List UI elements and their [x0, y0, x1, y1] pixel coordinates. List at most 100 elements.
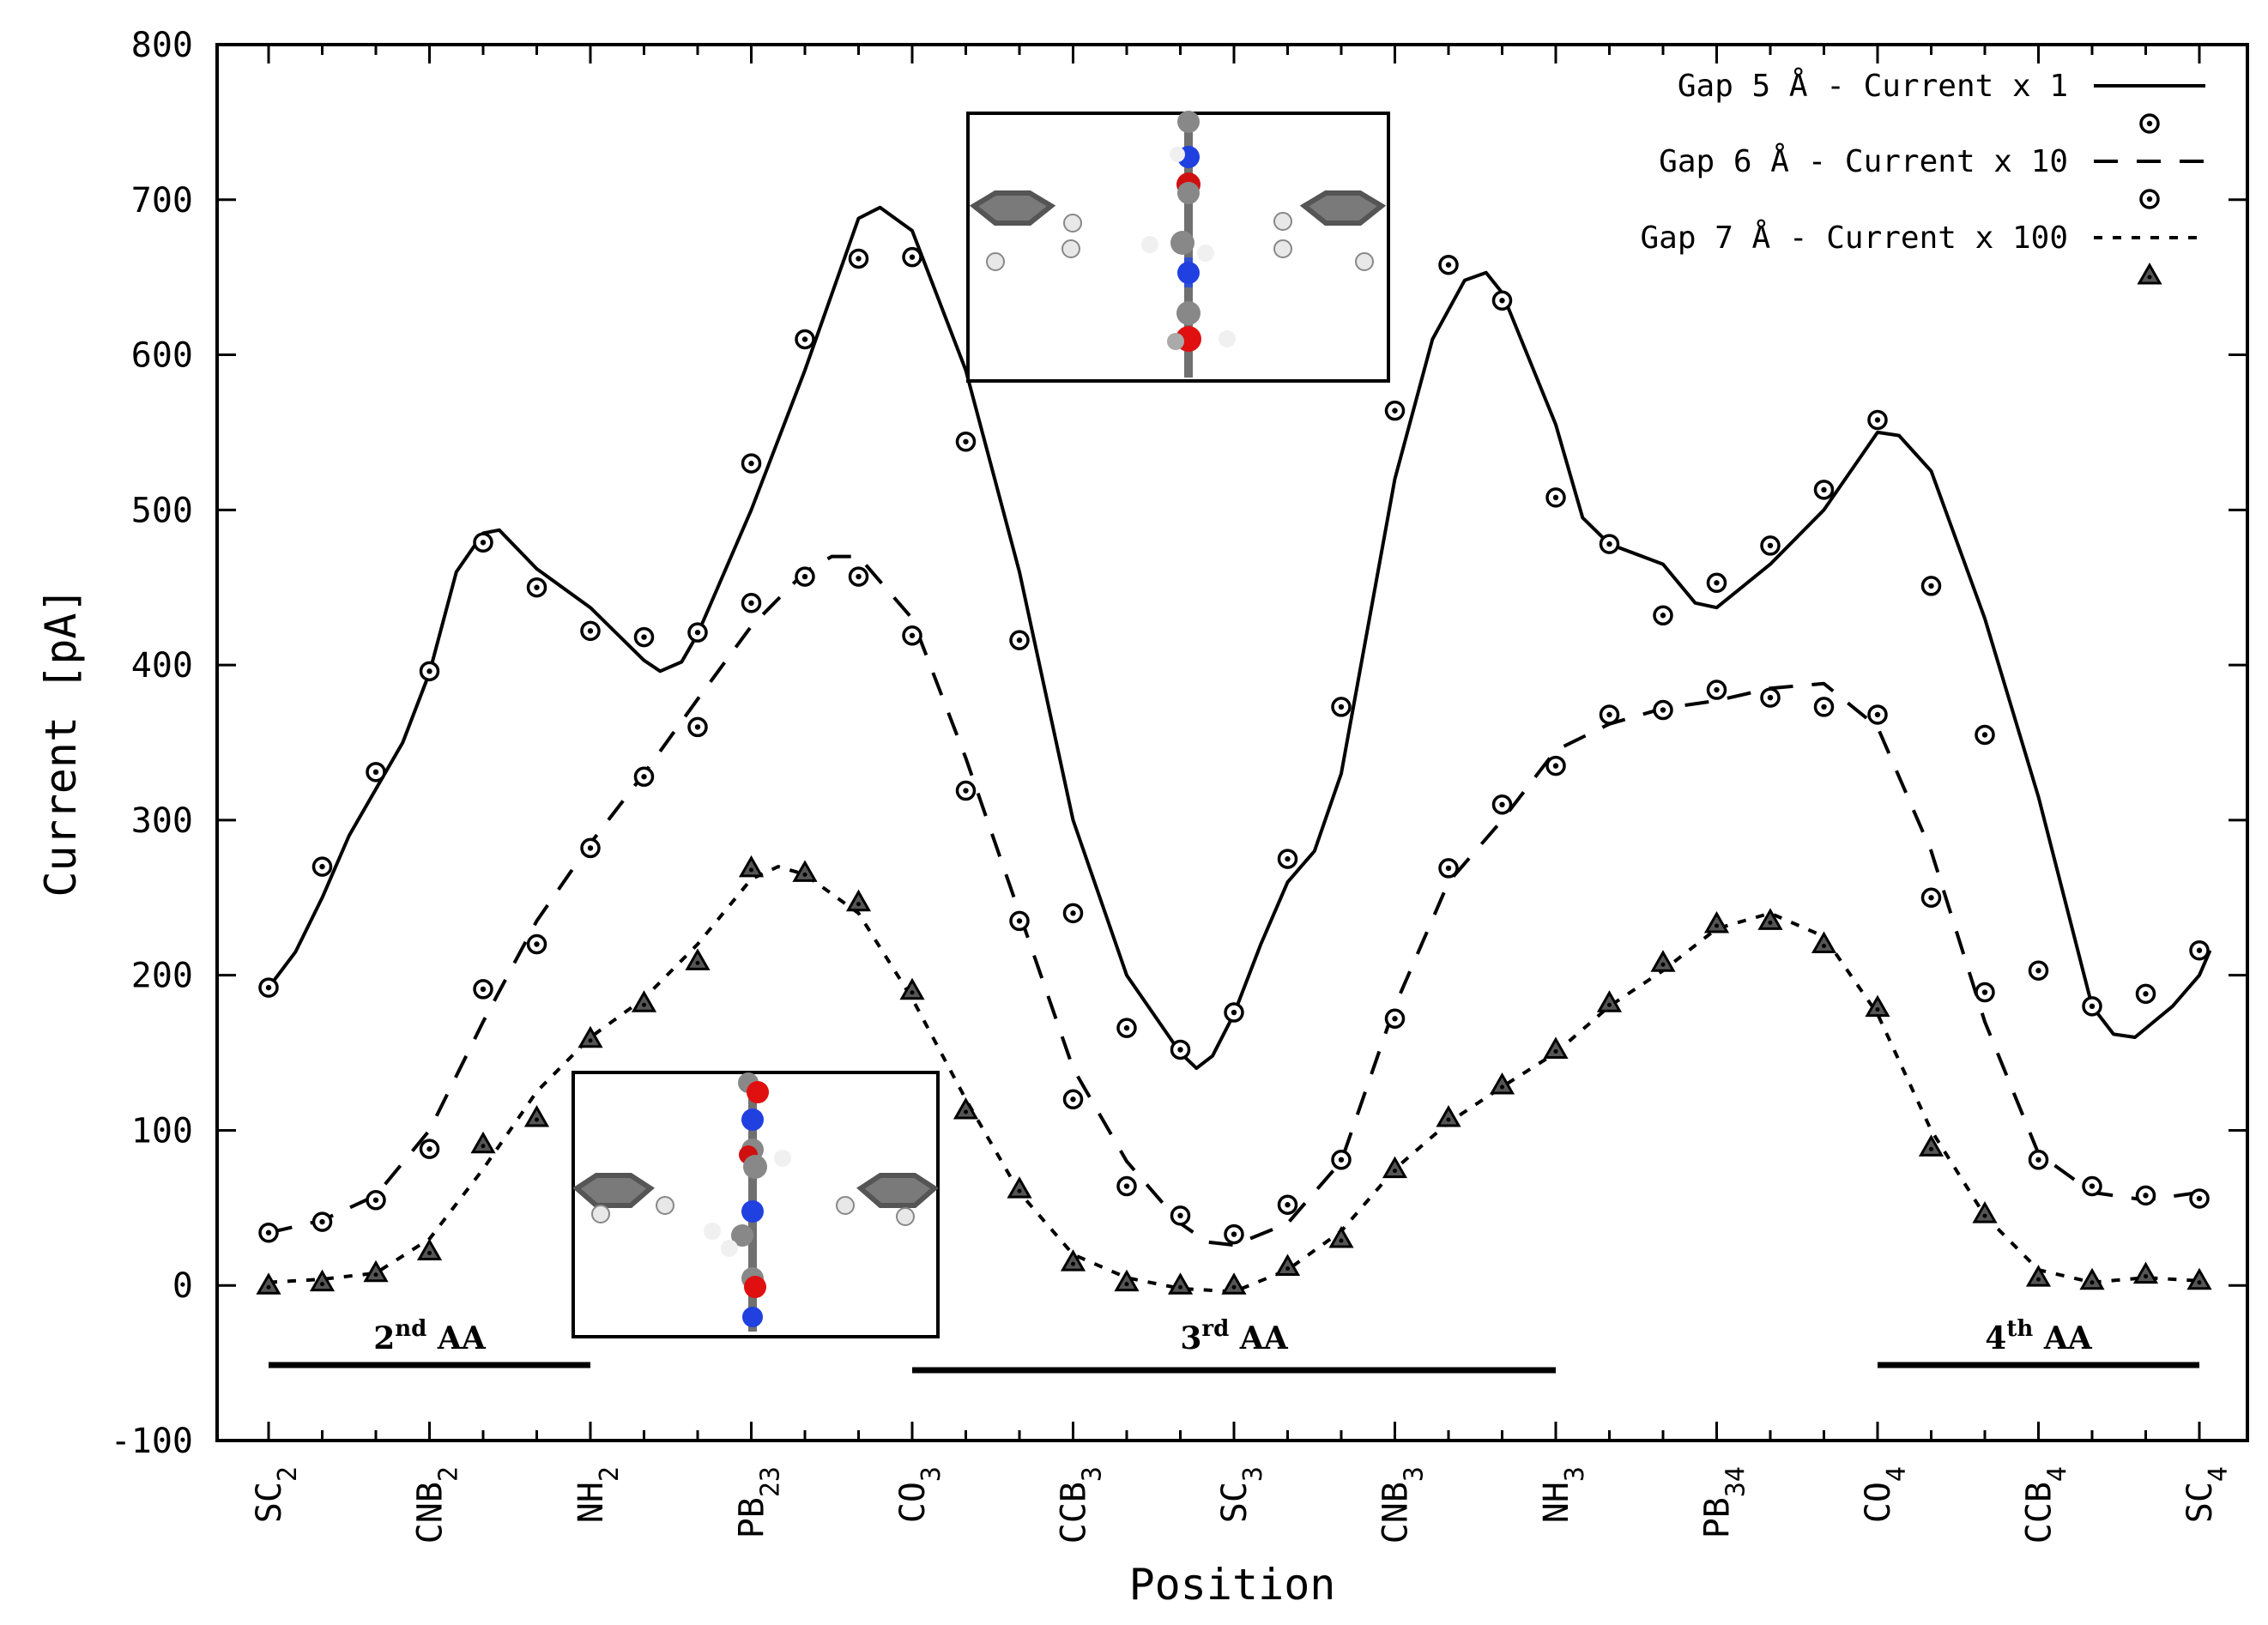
data-point-s1: [955, 432, 977, 452]
data-point-s3: [1596, 990, 1623, 1012]
data-point-s1: [1062, 903, 1084, 924]
data-point-s2: [1813, 697, 1835, 717]
data-point-s2: [848, 566, 869, 587]
data-point-s1: [1009, 630, 1030, 650]
data-point-s3: [792, 860, 818, 882]
y-axis-title: Current [pA]: [36, 587, 86, 897]
x-axis-title: Position: [1129, 1560, 1336, 1610]
data-point-s2: [1438, 858, 1459, 879]
legend: Gap 5 Å - Current x 1 Gap 6 Å - Current x…: [1641, 67, 2205, 285]
data-point-s2: [1760, 687, 1781, 708]
x-tick-label: CNB3: [1376, 1466, 1430, 1543]
data-point-s3: [899, 977, 925, 1000]
data-point-s2: [1867, 704, 1888, 725]
data-point-s3: [256, 1272, 281, 1295]
data-point-s1: [2189, 939, 2210, 961]
data-point-s3: [578, 1025, 603, 1048]
data-point-s2: [741, 593, 762, 613]
data-point-s3: [953, 1096, 979, 1120]
data-point-s1: [1331, 697, 1352, 717]
legend-label-2: Gap 6 Å - Current x 10: [1659, 142, 2068, 179]
data-point-s1: [1277, 849, 1298, 869]
data-point-s1: [741, 453, 762, 474]
aa-range-label: 3rd AA: [1180, 1316, 1288, 1356]
data-point-s3: [1703, 910, 1730, 933]
data-point-s1: [2028, 960, 2049, 981]
data-point-s3: [1328, 1225, 1354, 1248]
data-point-s2: [2082, 1175, 2102, 1197]
data-point-s2: [1975, 982, 1995, 1003]
data-point-s2: [2135, 1185, 2156, 1206]
data-point-s2: [2028, 1150, 2049, 1170]
data-point-s3: [685, 948, 711, 970]
data-point-s3: [363, 1260, 389, 1283]
data-point-s2: [1277, 1194, 1298, 1215]
x-tick-label: PB34: [1698, 1466, 1751, 1538]
data-point-s2: [1706, 680, 1727, 700]
data-point-s2: [687, 716, 708, 738]
data-point-s2: [311, 1211, 333, 1232]
data-point-s2: [1653, 699, 1673, 721]
data-point-s1: [258, 977, 279, 998]
data-point-s3: [2132, 1261, 2159, 1284]
data-point-s1: [2135, 983, 2156, 1005]
inset-molecule-bottom: [572, 1071, 940, 1338]
data-point-s3: [1167, 1272, 1194, 1295]
y-tick-label: 600: [131, 336, 193, 376]
data-point-s3: [1865, 994, 1890, 1018]
aa-range-label: 2nd AA: [373, 1316, 487, 1356]
data-point-s2: [1170, 1205, 1191, 1226]
data-point-s1: [687, 622, 708, 643]
data-point-s1: [473, 532, 493, 553]
data-point-s3: [1382, 1156, 1408, 1179]
data-point-s3: [416, 1238, 443, 1260]
data-point-s2: [526, 933, 547, 955]
legend-marker-3: [2137, 262, 2162, 285]
data-point-s1: [1599, 534, 1620, 554]
x-tick-label: PB23: [733, 1466, 786, 1538]
legend-label-1: Gap 5 Å - Current x 1: [1678, 67, 2068, 104]
data-point-s3: [1918, 1134, 1944, 1157]
y-tick-label: -100: [111, 1422, 193, 1461]
data-point-s3: [1060, 1249, 1086, 1272]
data-point-s3: [631, 990, 657, 1012]
x-tick-label: CO4: [1859, 1466, 1912, 1523]
y-tick-label: 800: [131, 26, 193, 65]
data-point-s1: [2082, 996, 2102, 1017]
series-line-2: [268, 554, 2200, 1247]
data-point-s1: [1491, 290, 1513, 311]
x-tick-label: CO3: [893, 1466, 947, 1523]
y-tick-label: 400: [131, 646, 193, 686]
y-tick-label: 100: [131, 1111, 193, 1151]
data-point-s2: [1384, 1008, 1406, 1030]
data-point-s2: [1545, 755, 1566, 776]
y-tick-label: 200: [131, 957, 193, 996]
data-point-s3: [470, 1131, 496, 1154]
data-point-s2: [1009, 910, 1030, 932]
data-point-s1: [1438, 254, 1459, 275]
data-point-s2: [1491, 794, 1513, 815]
data-point-s2: [1116, 1175, 1137, 1197]
peptide-chain-icon: [704, 1072, 791, 1332]
data-point-s3: [2025, 1265, 2052, 1287]
inset-molecule-top: [966, 111, 1390, 383]
data-point-s3: [2079, 1267, 2105, 1290]
benzene-ring-left-icon: [969, 190, 1082, 271]
data-point-s2: [795, 566, 815, 587]
data-point-s1: [633, 626, 655, 648]
data-point-s3: [1436, 1104, 1461, 1127]
y-tick-label: 300: [131, 801, 193, 841]
data-point-s1: [1224, 1002, 1244, 1023]
data-point-s3: [1811, 931, 1837, 954]
data-point-s3: [1007, 1176, 1032, 1199]
data-point-s1: [1975, 724, 1995, 746]
x-tick-label: SC4: [2180, 1466, 2234, 1523]
data-point-s2: [580, 837, 601, 859]
series-line-3: [268, 865, 2200, 1294]
y-tick-label: 500: [131, 491, 193, 530]
data-point-s1: [1170, 1039, 1191, 1060]
benzene-ring-left-icon: [572, 1173, 674, 1223]
data-point-s1: [311, 856, 333, 877]
data-point-s2: [258, 1223, 279, 1243]
